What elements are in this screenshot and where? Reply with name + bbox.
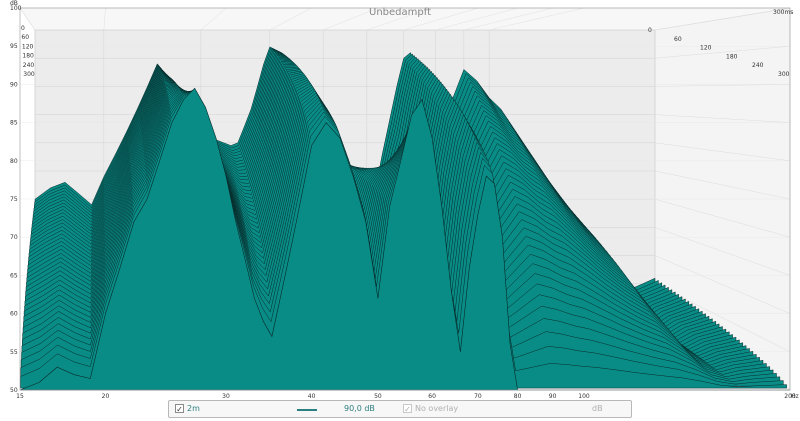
time-tick-label: 240 — [752, 62, 764, 69]
x-unit-label: Hz — [791, 393, 799, 400]
gridline-x-top — [103, 7, 106, 31]
y-tick-label: 100 — [10, 5, 22, 12]
y-tick-label: 70 — [10, 234, 18, 241]
check-icon[interactable]: ✓ — [175, 404, 184, 414]
y-tick-label: 65 — [10, 272, 18, 279]
time-tick-label: 0 — [648, 27, 652, 34]
gridline-x-top — [200, 7, 227, 31]
y-tick-label: 75 — [10, 196, 18, 203]
gridline-x-top — [435, 7, 518, 31]
gridline-x-top — [489, 7, 585, 31]
overlay-label: No overlay — [415, 404, 459, 413]
x-tick-label: 70 — [474, 393, 482, 400]
gridline-y-side — [654, 170, 791, 200]
plot-frame — [19, 7, 791, 391]
chart-title: Unbedampft — [369, 7, 431, 18]
x-tick-label: 60 — [428, 393, 436, 400]
y-tick-label: 85 — [10, 120, 18, 127]
gridline-x-top — [323, 7, 378, 31]
x-tick-label: 30 — [222, 393, 230, 400]
x-tick-label: 80 — [514, 393, 522, 400]
x-tick-label: 90 — [549, 393, 557, 400]
measurement-toggle[interactable]: ✓ 2m — [175, 404, 200, 414]
time-tick-label: 300 — [23, 71, 35, 78]
gridline-y-side — [654, 84, 791, 87]
series-line-swatch — [297, 409, 317, 411]
time-tick-label: 180 — [22, 53, 34, 60]
gridline-x-top — [403, 7, 478, 31]
gridline-y-side — [654, 255, 791, 314]
gridline-y-side — [654, 142, 791, 162]
time-tick-label: 120 — [22, 43, 34, 50]
waterfall-slices — [19, 46, 790, 391]
unit-label: dB — [592, 404, 603, 413]
y-tick-label: 55 — [10, 349, 18, 356]
axes: 50 55 60 65 70 75 80 85 90 95 100 15 20 30 40 50 60 70 80 9… — [10, 5, 796, 400]
time-end-label: 300ms — [773, 9, 793, 16]
gridline-x-top — [654, 7, 791, 31]
time-tick-label: 120 — [700, 45, 712, 52]
time-tick-label: 60 — [21, 34, 29, 41]
y-tick-label: 95 — [10, 43, 18, 50]
time-tick-label: 180 — [726, 53, 738, 60]
gridline-y-side — [654, 45, 791, 59]
gridline-x-top — [19, 7, 36, 31]
gridline-y-side — [654, 114, 791, 123]
x-tick-label: 100 — [578, 393, 590, 400]
gridline-x-top — [463, 7, 553, 31]
time-tick-label: 300 — [778, 71, 790, 78]
y-tick-label: 90 — [10, 81, 18, 88]
gridline-y-side — [654, 198, 791, 238]
y-tick-label: 80 — [10, 158, 18, 165]
x-tick-label: 15 — [16, 393, 24, 400]
x-tick-label: 20 — [102, 393, 110, 400]
time-tick-label: 0 — [21, 25, 25, 32]
x-tick-label: 200 — [784, 393, 796, 400]
time-tick-label: 60 — [674, 36, 682, 43]
waterfall-chart: 50 55 60 65 70 75 80 85 90 95 100 15 20 30 40 50 60 70 80 9… — [10, 0, 799, 400]
x-tick-label: 40 — [308, 393, 316, 400]
y-unit-label: dB — [10, 0, 18, 7]
overlay-toggle[interactable]: ✓ No overlay — [403, 404, 459, 414]
time-tick-label: 240 — [23, 62, 35, 69]
check-icon[interactable]: ✓ — [403, 404, 412, 414]
legend-bar: ✓ 2m 90,0 dB ✓ No overlay dB — [168, 400, 632, 418]
y-tick-label: 60 — [10, 311, 18, 318]
measurement-name: 2m — [187, 404, 200, 413]
gridline-y-side — [654, 227, 791, 276]
y-tick-label: 50 — [10, 387, 18, 394]
gridline-x-top — [366, 7, 433, 31]
gridline-x-top — [269, 7, 312, 31]
x-tick-label: 50 — [374, 393, 382, 400]
level-value: 90,0 dB — [344, 404, 375, 413]
